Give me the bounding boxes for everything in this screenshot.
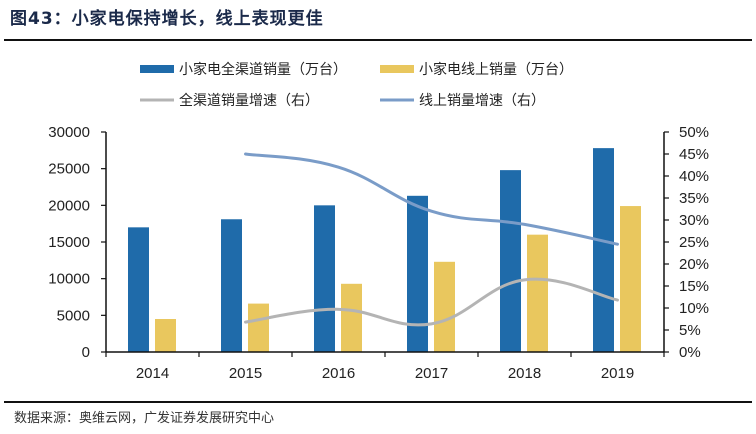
left-axis-tick-label: 5000 — [57, 307, 90, 324]
axes: 0 5000 10000 15000 20000 25000 30000 0% 5% 10% 15%… — [48, 124, 709, 382]
right-axis-tick-label: 40% — [679, 168, 709, 185]
source-note: 数据来源：奥维云网，广发证券发展研究中心 — [14, 411, 275, 426]
right-axis-tick-label: 25% — [679, 234, 709, 251]
right-axis-tick-label: 35% — [679, 190, 709, 207]
left-axis-tick-label: 0 — [82, 344, 90, 361]
right-axis-tick-label: 20% — [679, 256, 709, 273]
right-axis-tick-label: 0% — [679, 344, 701, 361]
bar-total-sales — [221, 219, 242, 352]
legend: 小家电全渠道销量（万台） 小家电线上销量（万台） 全渠道销量增速（右） 线上销量增速（… — [140, 61, 573, 109]
left-axis-tick-label: 30000 — [48, 124, 90, 141]
x-axis-tick-label: 2018 — [508, 365, 541, 382]
x-axis-tick-label: 2016 — [322, 365, 355, 382]
lines — [244, 152, 619, 327]
legend-swatch — [380, 65, 414, 73]
left-axis-tick-label: 25000 — [48, 161, 90, 178]
x-axis-tick-label: 2015 — [229, 365, 262, 382]
legend-swatch — [140, 65, 174, 73]
line-total-growth — [244, 277, 619, 327]
left-axis-tick-label: 10000 — [48, 271, 90, 288]
title-divider — [4, 39, 752, 41]
x-axis-tick-label: 2014 — [136, 365, 169, 382]
left-axis-tick-label: 20000 — [48, 197, 90, 214]
right-axis-tick-label: 50% — [679, 124, 709, 141]
x-axis-tick-label: 2017 — [415, 365, 448, 382]
x-axis-tick-label: 2019 — [601, 365, 634, 382]
left-axis-tick-label: 15000 — [48, 234, 90, 251]
right-axis-tick-label: 15% — [679, 278, 709, 295]
bar-online-sales — [341, 283, 362, 352]
right-axis-tick-label: 45% — [679, 146, 709, 163]
right-axis-tick-label: 30% — [679, 212, 709, 229]
bar-online-sales — [248, 303, 269, 352]
bar-total-sales — [500, 170, 521, 352]
legend-label: 全渠道销量增速（右） — [179, 92, 319, 109]
legend-label: 线上销量增速（右） — [419, 93, 545, 109]
bar-online-sales — [155, 319, 176, 352]
bar-online-sales — [434, 261, 455, 352]
footer-divider — [4, 401, 752, 403]
legend-label: 小家电全渠道销量（万台） — [179, 61, 347, 78]
figure-title: 图43：小家电保持增长，线上表现更佳 — [10, 9, 324, 29]
bar-online-sales — [527, 234, 548, 352]
line-online-growth — [244, 152, 619, 246]
bar-total-sales — [128, 227, 149, 352]
bar-total-sales — [407, 195, 428, 352]
right-axis-tick-label: 10% — [679, 300, 709, 317]
bar-total-sales — [314, 205, 335, 352]
bars — [128, 148, 641, 352]
bar-online-sales — [620, 206, 641, 352]
right-axis-tick-label: 5% — [679, 322, 701, 339]
bar-total-sales — [593, 148, 614, 352]
legend-label: 小家电线上销量（万台） — [419, 61, 573, 78]
